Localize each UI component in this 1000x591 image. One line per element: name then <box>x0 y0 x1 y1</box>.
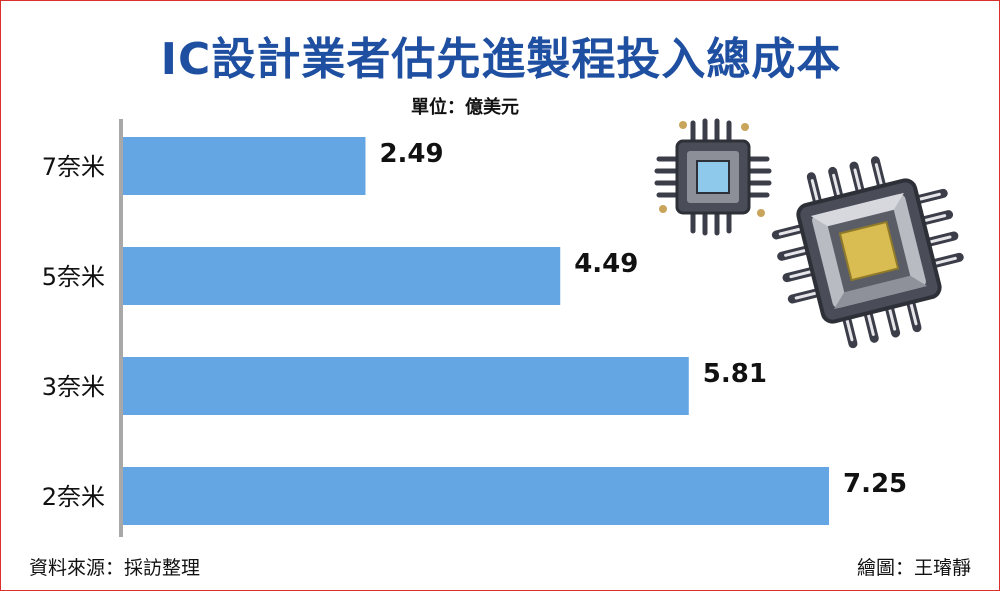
category-label: 5奈米 <box>42 263 105 291</box>
bar-4 <box>123 467 829 525</box>
value-label: 2.49 <box>379 139 443 169</box>
source-note: 資料來源：採訪整理 <box>29 557 201 579</box>
bar-1 <box>123 137 366 195</box>
bar-2 <box>123 247 561 305</box>
value-label: 4.49 <box>574 249 638 279</box>
chart-title: IC設計業者估先進製程投入總成本 <box>160 34 842 85</box>
category-label: 7奈米 <box>42 153 105 181</box>
small-chip-icon <box>654 118 772 236</box>
large-chip-icon <box>771 156 964 349</box>
category-label: 2奈米 <box>42 483 105 511</box>
y-axis-line <box>119 119 123 537</box>
value-label: 7.25 <box>843 469 907 499</box>
value-label: 5.81 <box>703 359 767 389</box>
bar-3 <box>123 357 689 415</box>
category-label: 3奈米 <box>42 373 105 401</box>
unit-label: 單位：億美元 <box>411 97 519 118</box>
graphic-credit: 繪圖：王璿靜 <box>856 557 971 579</box>
